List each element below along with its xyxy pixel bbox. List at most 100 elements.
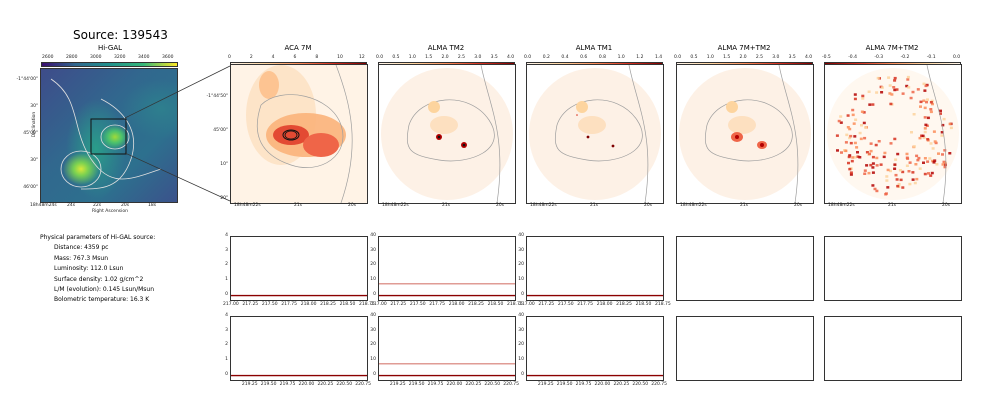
source-title: Source: 139543 xyxy=(73,28,168,42)
map-title: ALMA TM1 xyxy=(575,44,613,52)
x-tick-label: 220.75 xyxy=(651,382,667,387)
x-tick-label: 218.00 xyxy=(448,302,465,307)
x-tick-label: 20s xyxy=(794,203,803,208)
x-tick-label: 217.50 xyxy=(409,302,426,307)
x-tick-label: 217.00 xyxy=(223,302,239,307)
y-tick-label: 10 xyxy=(370,356,376,362)
y-tick-label: 45'00" xyxy=(213,128,228,133)
map-image xyxy=(378,64,516,204)
y-tick-label: 40 xyxy=(518,233,524,238)
colorbar-tick-label: 3400 xyxy=(138,55,150,60)
map-title: ALMA 7M+TM2 xyxy=(865,44,919,52)
map-image xyxy=(526,64,664,204)
x-tick-label: 22s xyxy=(93,203,102,208)
spectrum-plot xyxy=(231,374,367,377)
y-tick-label: 20 xyxy=(370,342,376,348)
x-tick-label: 218.25 xyxy=(320,302,336,307)
x-tick-label: 18h48m22s xyxy=(680,203,707,208)
x-tick-label: 217.50 xyxy=(261,302,278,307)
colorbar-tick-label: 0.5 xyxy=(392,55,400,60)
x-tick-label: 220.00 xyxy=(446,382,463,387)
phys-distance: Distance: 4359 pc xyxy=(54,244,109,252)
x-tick-label: 217.75 xyxy=(577,302,594,307)
phys-tbol: Bolometric temperature: 16.3 K xyxy=(54,296,150,304)
x-tick-label: 219.25 xyxy=(241,382,258,387)
y-tick-label: 10 xyxy=(518,276,524,282)
colorbar-tick-label: 8 xyxy=(315,55,319,60)
colorbar-tick-label: 0 xyxy=(228,55,231,60)
colorbar-tick-label: 3000 xyxy=(90,55,102,60)
x-tick-label: 20s xyxy=(348,203,357,208)
phys-surface-density: Surface density: 1.02 g/cm^2 xyxy=(54,275,144,283)
phys-lm: L/M (evolution): 0.145 Lsun/Msun xyxy=(54,286,155,294)
x-tick-label: 220.00 xyxy=(594,382,611,387)
colorbar-tick-label: 1.4 xyxy=(655,55,663,60)
colorbar-tick-label: 10 xyxy=(337,55,343,60)
x-tick-label: 220.50 xyxy=(336,382,353,387)
colorbar-tick-label: 3600 xyxy=(162,55,174,60)
colorbar-tick-label: 2 xyxy=(249,55,253,60)
x-tick-label: 18h48m22s xyxy=(828,203,855,208)
x-tick-label: 218.00 xyxy=(596,302,613,307)
colorbar-tick-label: 0.0 xyxy=(953,55,961,60)
higal-title: Hi-GAL xyxy=(97,44,123,52)
x-tick-label: 220.25 xyxy=(465,382,482,387)
spectrum-tm1-band1 xyxy=(526,236,664,301)
higal-xlabel: Right Ascension xyxy=(92,209,128,214)
x-tick-label: 24s xyxy=(67,203,76,208)
y-tick-label: 3 xyxy=(225,247,228,253)
x-tick-label: 217.25 xyxy=(390,302,407,307)
colorbar-tick-label: -0.1 xyxy=(926,55,936,60)
y-tick-label: 0 xyxy=(225,291,228,297)
x-tick-label: 219.25 xyxy=(389,382,406,387)
x-tick-label: 21s xyxy=(888,203,897,208)
colorbar-tick-label: 2.0 xyxy=(739,55,747,60)
y-tick-label: 10" xyxy=(220,162,228,167)
spectrum-plot xyxy=(379,363,515,377)
colorbar-tick-label: 3.0 xyxy=(474,55,482,60)
y-tick-label: 30 xyxy=(518,327,524,333)
phys-mass: Mass: 767.3 Msun xyxy=(54,254,109,262)
x-tick-label: 220.25 xyxy=(317,382,334,387)
y-tick-label: 4 xyxy=(225,233,228,238)
x-tick-label: 219.50 xyxy=(408,382,425,387)
y-tick-label: 30" xyxy=(30,104,38,109)
x-tick-label: 20s xyxy=(496,203,505,208)
physical-parameters: Physical parameters of Hi-GAL source: Di… xyxy=(40,233,155,306)
spectrum-tm2-band1 xyxy=(378,236,516,301)
x-tick-label: 18h48m22s xyxy=(234,203,261,208)
colorbar-tick-label: 0.0 xyxy=(524,55,532,60)
spectrum-plot xyxy=(379,283,515,297)
x-tick-label: 217.00 xyxy=(519,302,535,307)
x-tick-label: 18h48m22s xyxy=(382,203,409,208)
x-tick-label: 21s xyxy=(740,203,749,208)
y-tick-label: 30 xyxy=(370,327,376,333)
colorbar-tick-label: 2.0 xyxy=(441,55,449,60)
x-tick-label: 18h48m22s xyxy=(530,203,557,208)
y-tick-label: 3 xyxy=(225,327,228,333)
x-tick-label: 217.25 xyxy=(242,302,259,307)
y-tick-label: 45'00" xyxy=(23,131,38,136)
spectrum-tm2-band2 xyxy=(378,316,516,381)
spectrum-plot xyxy=(527,294,663,297)
zoom-box xyxy=(90,118,127,155)
x-tick-label: 219.50 xyxy=(260,382,277,387)
x-tick-label: 218.75 xyxy=(359,302,375,307)
colorbar-tick-label: 4.0 xyxy=(507,55,515,60)
colorbar-tick-label: 2.5 xyxy=(457,55,466,60)
y-tick-label: 30 xyxy=(370,247,376,253)
y-tick-label: 40 xyxy=(518,313,524,318)
y-tick-label: 0 xyxy=(225,371,228,377)
y-tick-label: 20 xyxy=(518,262,524,268)
map-title: ACA 7M xyxy=(284,44,312,52)
y-tick-label: -1°44'50" xyxy=(206,94,229,99)
x-tick-label: 20s xyxy=(121,203,130,208)
y-tick-label: 2 xyxy=(225,262,228,268)
colorbar-tick-label: 1.2 xyxy=(636,55,644,60)
colorbar-tick-label: 1.5 xyxy=(723,55,731,60)
y-tick-label: 20" xyxy=(220,196,228,201)
colorbar-tick-label: 3.5 xyxy=(490,55,498,60)
x-tick-label: 217.50 xyxy=(557,302,574,307)
higal-colorbar xyxy=(41,62,178,67)
